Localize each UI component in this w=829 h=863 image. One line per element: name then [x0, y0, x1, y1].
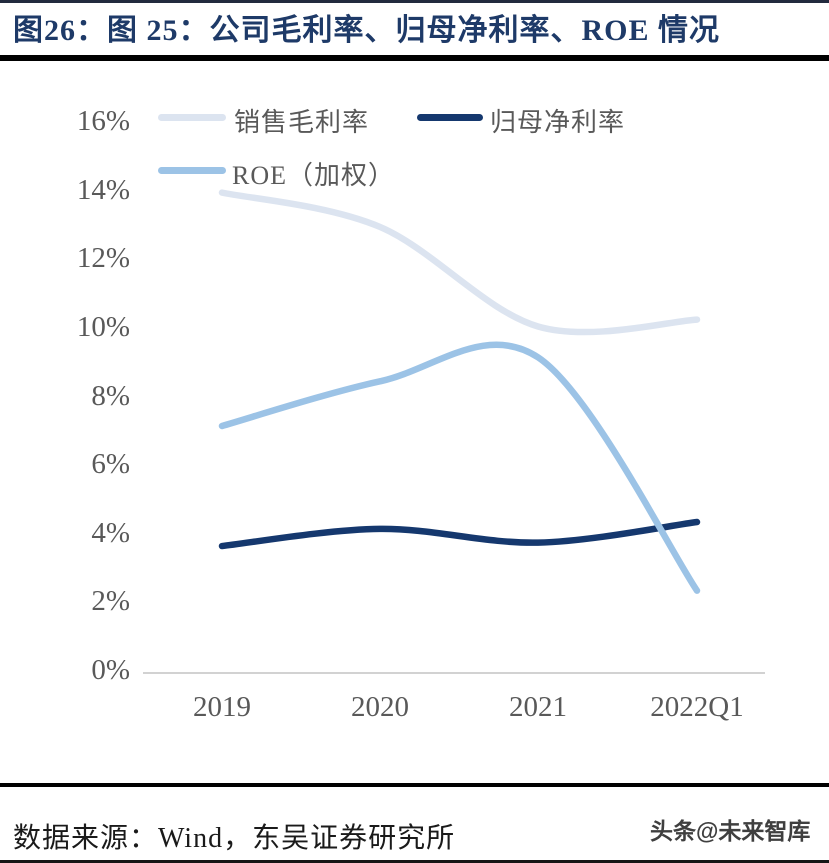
- y-tick-label: 14%: [76, 173, 130, 206]
- data-source-note: 数据来源：Wind，东吴证券研究所: [13, 823, 456, 854]
- figure-title: 图26：图 25：公司毛利率、归母净利率、ROE 情况: [13, 14, 721, 47]
- y-tick-label: 4%: [91, 516, 130, 549]
- top-border-line: [0, 0, 829, 3]
- y-tick-label: 6%: [91, 448, 130, 481]
- y-tick-label: 10%: [76, 310, 130, 343]
- x-tick-label: 2019: [193, 691, 251, 723]
- legend-swatch-gross-margin: [158, 114, 226, 121]
- legend-swatch-net-margin: [417, 114, 483, 121]
- bottom-border-line: [0, 860, 829, 863]
- legend-swatch-roe: [158, 167, 226, 174]
- y-tick-label: 8%: [91, 379, 130, 412]
- x-tick-label: 2021: [509, 691, 567, 723]
- net-margin-line: [218, 518, 701, 550]
- legend-label-net-margin: 归母净利率: [490, 108, 626, 137]
- y-tick-label: 12%: [76, 242, 130, 275]
- watermark-text: 头条@未来智库: [650, 818, 811, 844]
- y-tick-label: 2%: [91, 585, 130, 618]
- x-tick-label: 2020: [351, 691, 409, 723]
- legend-label-roe: ROE（加权）: [232, 161, 396, 190]
- title-divider-rule: [0, 55, 829, 61]
- plot-canvas: [143, 189, 765, 674]
- legend-label-gross-margin: 销售毛利率: [234, 108, 370, 137]
- y-tick-label: 0%: [91, 654, 130, 686]
- footer-divider-rule: [0, 783, 829, 787]
- line-chart: 销售毛利率 归母净利率 ROE（加权） 16% 14% 12% 10% 8% 6% 4% 2%…: [0, 62, 829, 782]
- roe-weighted-line: [218, 341, 701, 594]
- y-tick-label: 16%: [76, 105, 130, 137]
- x-tick-label: 2022Q1: [650, 691, 744, 723]
- gross-margin-line: [218, 189, 701, 336]
